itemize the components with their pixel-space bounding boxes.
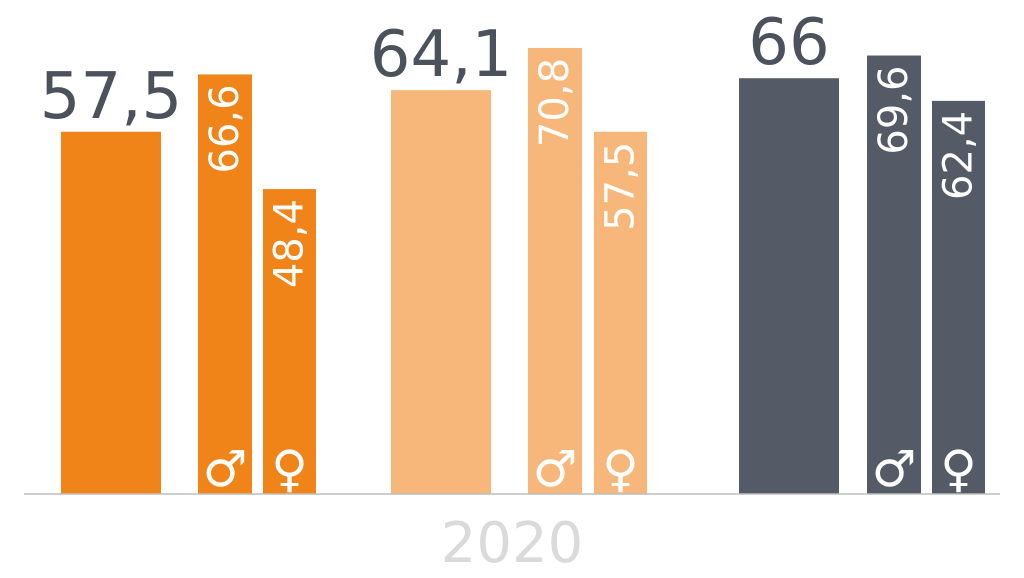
total-bar [739,78,839,494]
male-bar [867,55,921,495]
total-value-label: 57,5 [40,60,183,134]
x-axis-label: 2020 [441,511,584,576]
total-bar [61,131,161,494]
bars-layer: 57,5 66,6 ♂ 48,4 ♀ 64,1 70,8 ♂ 57,5 ♀ 66 69,6 ♂ 62,4 ♀ [40,6,985,498]
male-value-label: 70,8 [532,58,578,147]
male-symbol-icon: ♂ [872,440,917,498]
male-symbol-icon: ♂ [533,440,578,498]
total-value-label: 66 [748,6,829,80]
female-symbol-icon: ♀ [271,440,308,498]
male-value-label: 66,6 [202,84,248,173]
female-bar [594,131,647,494]
female-bar [263,189,316,494]
total-value-label: 64,1 [370,18,513,92]
female-value-label: 62,4 [936,111,982,200]
total-bar [391,90,491,495]
male-bar [198,74,252,495]
male-value-label: 69,6 [871,66,917,155]
female-symbol-icon: ♀ [602,440,639,498]
female-bar [932,100,985,494]
female-symbol-icon: ♀ [940,440,977,498]
female-value-label: 57,5 [598,142,644,231]
male-bar [528,47,582,495]
male-symbol-icon: ♂ [203,440,248,498]
female-value-label: 48,4 [267,199,313,288]
